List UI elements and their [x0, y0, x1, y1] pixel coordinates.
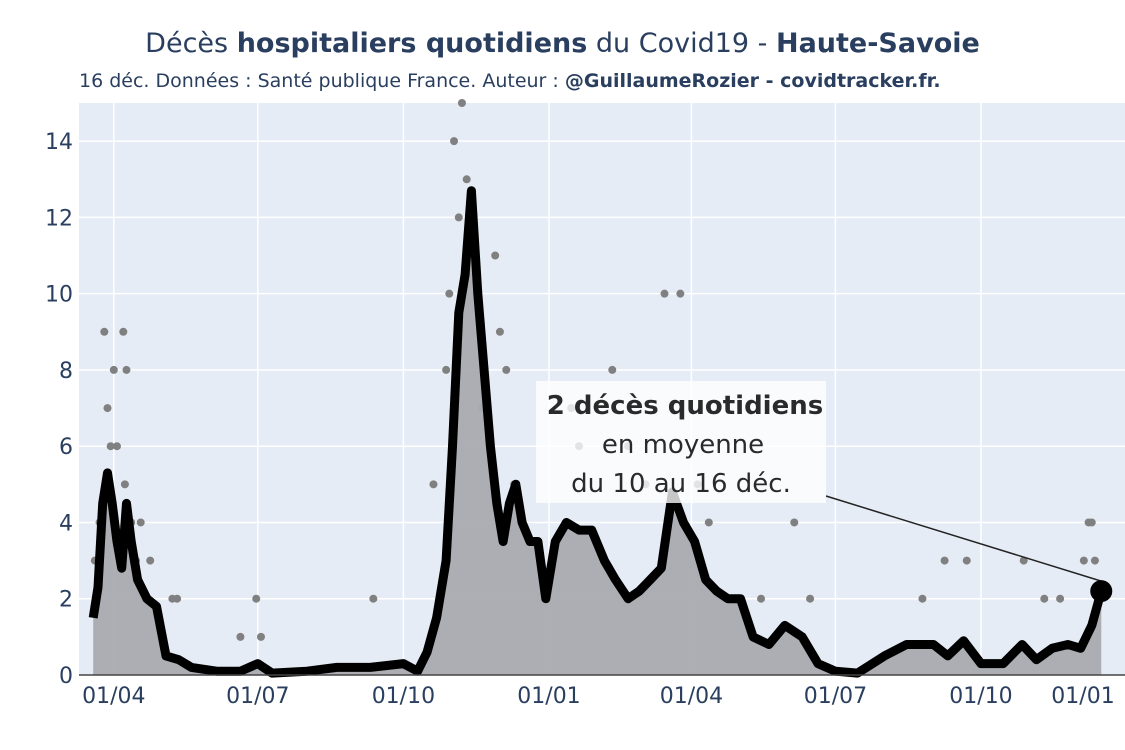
daily-dot [495, 327, 504, 336]
daily-dot [940, 556, 949, 565]
daily-dot [119, 327, 128, 336]
y-tick-label: 8 [59, 359, 73, 384]
x-tick-label: 01/01 [517, 684, 580, 709]
y-tick-label: 6 [59, 435, 73, 460]
daily-dot [146, 556, 155, 565]
subtitle-author: @GuillaumeRozier - covidtracker.fr. [564, 70, 941, 92]
daily-dots [90, 99, 1103, 641]
daily-dot [173, 594, 182, 603]
title-part2: du Covid19 - [587, 28, 776, 59]
daily-dot [256, 632, 265, 641]
annotation-arrow [825, 495, 1102, 582]
daily-dot [1019, 556, 1028, 565]
x-tick-label: 01/10 [949, 684, 1012, 709]
daily-dot [1087, 518, 1096, 527]
subtitle-text: 16 déc. Données : Santé publique France.… [79, 70, 565, 92]
daily-dot [918, 594, 927, 603]
daily-dot [608, 365, 617, 374]
daily-dot [109, 365, 118, 374]
daily-dot [122, 365, 131, 374]
daily-dot [790, 518, 799, 527]
y-axis: 0 2 4 6 8 10 12 14 [45, 130, 73, 689]
daily-dot [236, 632, 245, 641]
title-bold1: hospitaliers quotidiens [236, 28, 588, 59]
daily-dot [445, 289, 454, 298]
x-tick-label: 01/04 [82, 684, 145, 709]
daily-dot [136, 518, 145, 527]
daily-dot [457, 99, 466, 107]
daily-dot [757, 594, 766, 603]
daily-dot [806, 594, 815, 603]
x-tick-label: 01/04 [660, 684, 723, 709]
daily-dot [962, 556, 971, 565]
daily-dot [502, 365, 511, 374]
daily-dot [112, 442, 121, 451]
daily-dot [100, 327, 109, 336]
y-tick-label: 0 [59, 664, 73, 689]
daily-dot [450, 137, 459, 146]
annotation-line2: en moyenne [602, 430, 764, 460]
x-axis: 01/04 01/07 01/10 01/01 01/04 01/07 01/10 01/01 [82, 684, 1115, 709]
daily-dot [252, 594, 261, 603]
x-tick-label: 01/07 [804, 684, 867, 709]
y-tick-label: 12 [45, 206, 73, 231]
chart-subtitle: 16 déc. Données : Santé publique France.… [79, 70, 941, 92]
daily-dot [704, 518, 713, 527]
daily-dot [442, 365, 451, 374]
daily-dot [106, 442, 115, 451]
x-tick-label: 01/07 [226, 684, 289, 709]
x-tick-label: 01/01 [1051, 684, 1114, 709]
daily-dot [660, 289, 669, 298]
chart-title: Décès hospitaliers quotidiens du Covid19… [0, 28, 1125, 59]
annotation-line1: 2 décès quotidiens [547, 391, 823, 421]
average-line [88, 186, 1106, 678]
x-tick-label: 01/10 [372, 684, 435, 709]
y-tick-label: 10 [45, 283, 73, 308]
daily-dot [491, 251, 500, 260]
daily-dot [429, 480, 438, 489]
daily-dot [676, 289, 685, 298]
daily-dot [103, 404, 112, 413]
daily-dot [1040, 594, 1049, 603]
y-tick-label: 4 [59, 511, 73, 536]
daily-dot [454, 213, 463, 222]
daily-dot [369, 594, 378, 603]
daily-dot [1090, 556, 1099, 565]
y-tick-label: 2 [59, 588, 73, 613]
annotation-box: 2 décès quotidiens en moyenne du 10 au 1… [536, 381, 826, 503]
title-bold2: Haute-Savoie [775, 28, 980, 59]
y-tick-label: 14 [45, 130, 73, 155]
title-part1: Décès [145, 28, 237, 59]
daily-dot [1079, 556, 1088, 565]
last-point-marker [1090, 580, 1113, 603]
daily-dot [462, 175, 471, 184]
average-area [93, 190, 1102, 675]
daily-dot [120, 480, 129, 489]
daily-dot [1056, 594, 1065, 603]
annotation-line3: du 10 au 16 déc. [571, 469, 791, 499]
